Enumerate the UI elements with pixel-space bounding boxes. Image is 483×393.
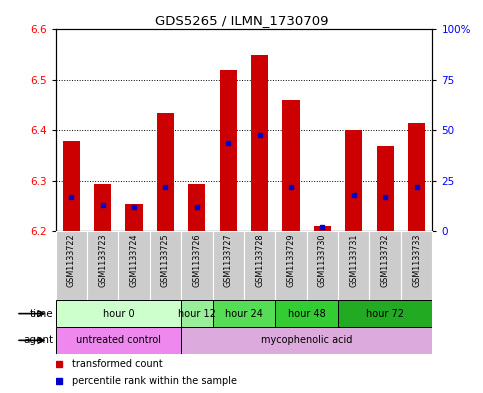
Bar: [118, 231, 150, 300]
Bar: [126, 204, 142, 231]
Text: GSM1133725: GSM1133725: [161, 233, 170, 287]
Text: GSM1133728: GSM1133728: [255, 233, 264, 287]
Bar: [213, 300, 275, 327]
Bar: [377, 146, 394, 231]
Text: GSM1133723: GSM1133723: [98, 233, 107, 287]
Text: GSM1133724: GSM1133724: [129, 233, 139, 287]
Bar: [283, 100, 299, 231]
Bar: [307, 231, 338, 300]
Text: untreated control: untreated control: [76, 335, 161, 345]
Bar: [188, 184, 205, 231]
Text: hour 0: hour 0: [102, 309, 134, 319]
Text: GSM1133727: GSM1133727: [224, 233, 233, 287]
Text: GSM1133722: GSM1133722: [67, 233, 76, 287]
Text: GSM1133729: GSM1133729: [286, 233, 296, 287]
Text: hour 72: hour 72: [366, 309, 404, 319]
Bar: [94, 184, 111, 231]
Text: GSM1133733: GSM1133733: [412, 233, 421, 287]
Text: GSM1133730: GSM1133730: [318, 233, 327, 287]
Text: GSM1133731: GSM1133731: [349, 233, 358, 287]
Bar: [275, 300, 338, 327]
Bar: [408, 123, 425, 231]
Bar: [220, 70, 237, 231]
Bar: [338, 300, 432, 327]
Bar: [150, 231, 181, 300]
Bar: [345, 130, 362, 231]
Bar: [56, 327, 181, 354]
Bar: [56, 300, 181, 327]
Text: GSM1133732: GSM1133732: [381, 233, 390, 287]
Bar: [251, 55, 268, 231]
Bar: [244, 231, 275, 300]
Bar: [157, 113, 174, 231]
Text: time: time: [29, 309, 53, 319]
Text: GSM1133726: GSM1133726: [192, 233, 201, 287]
Text: GDS5265 / ILMN_1730709: GDS5265 / ILMN_1730709: [155, 14, 328, 27]
Text: mycophenolic acid: mycophenolic acid: [261, 335, 353, 345]
Bar: [56, 231, 87, 300]
Bar: [314, 226, 331, 231]
Text: hour 12: hour 12: [178, 309, 216, 319]
Bar: [369, 231, 401, 300]
Bar: [213, 231, 244, 300]
Text: transformed count: transformed count: [72, 359, 163, 369]
Bar: [338, 231, 369, 300]
Bar: [87, 231, 118, 300]
Text: agent: agent: [23, 335, 53, 345]
Text: hour 48: hour 48: [288, 309, 326, 319]
Bar: [401, 231, 432, 300]
Bar: [181, 300, 213, 327]
Bar: [181, 231, 213, 300]
Bar: [275, 231, 307, 300]
Text: hour 24: hour 24: [225, 309, 263, 319]
Bar: [63, 141, 80, 231]
Bar: [181, 327, 432, 354]
Text: percentile rank within the sample: percentile rank within the sample: [72, 376, 238, 386]
